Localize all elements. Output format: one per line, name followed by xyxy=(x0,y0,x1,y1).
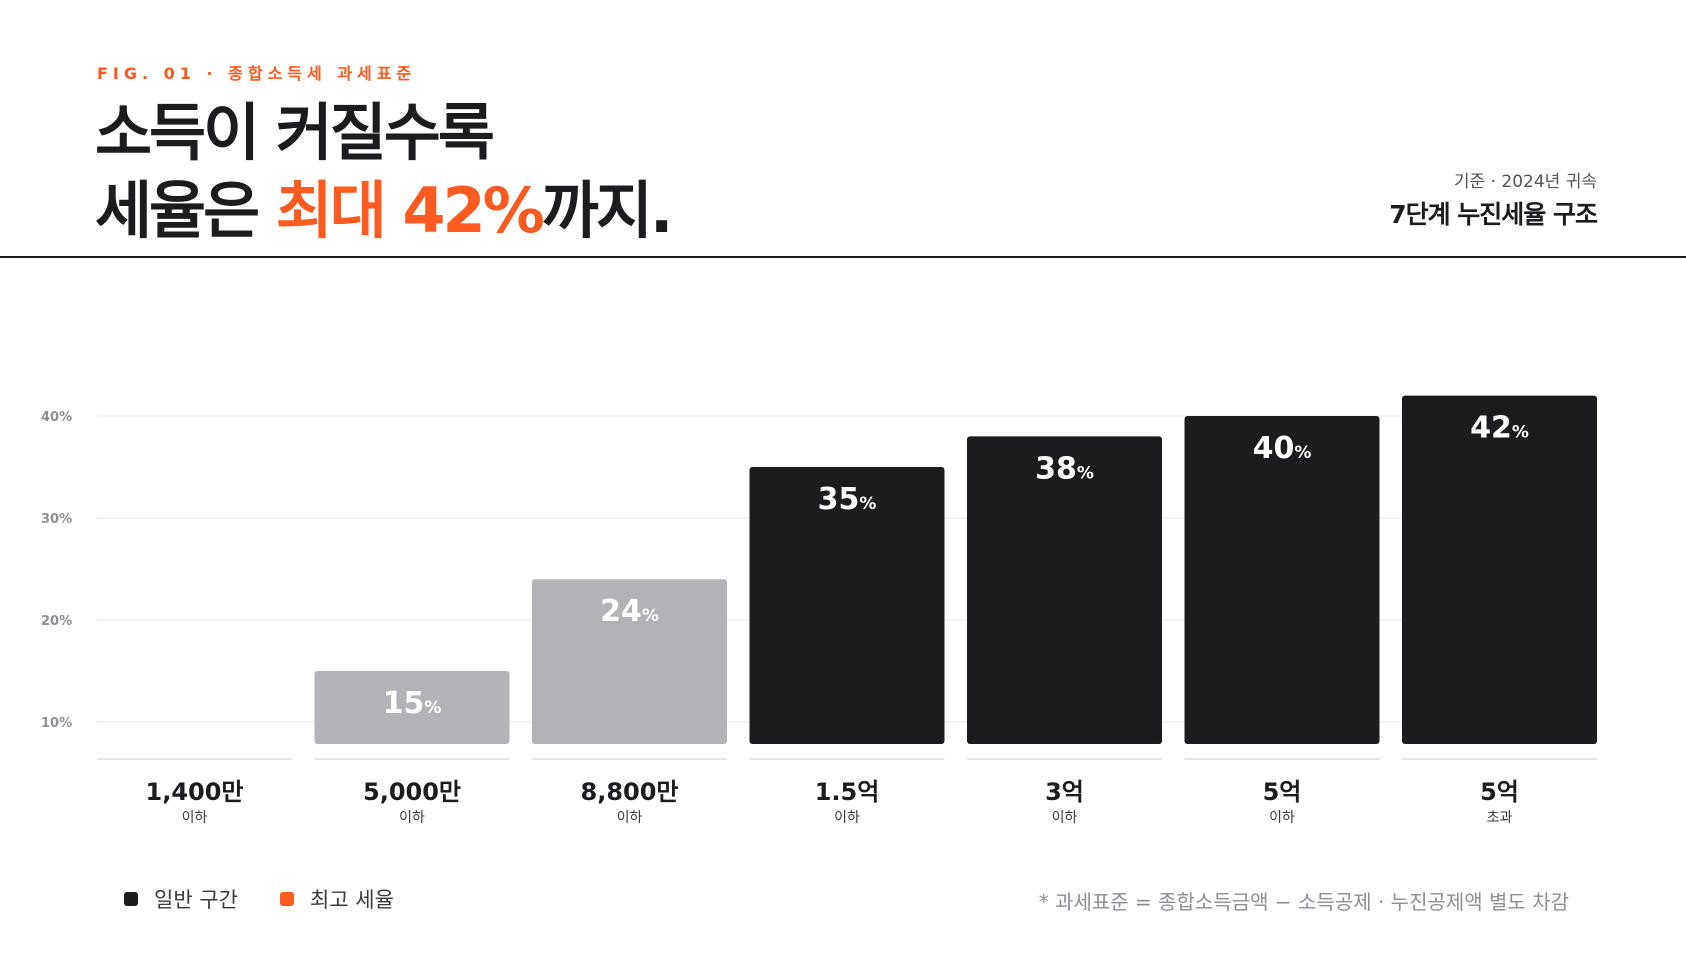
headline: 소득이 커질수록 세율은 최대 42%까지. xyxy=(95,94,674,250)
legend-label-general: 일반 구간 xyxy=(154,888,238,912)
x-tick-sublabel: 이하 xyxy=(1052,810,1078,826)
bar xyxy=(1184,416,1380,744)
x-tick-sublabel: 이하 xyxy=(834,810,860,826)
legend-label-top-rate: 최고 세율 xyxy=(309,888,394,912)
header-divider xyxy=(0,256,1686,258)
footnote: * 과세표준 = 종합소득금액 − 소득공제 · 누진공제액 별도 차감 xyxy=(1038,890,1569,914)
x-tick-label: 5억 xyxy=(1263,778,1302,806)
legend-swatch-general xyxy=(124,892,138,906)
bar-value-label: 42% xyxy=(1470,411,1529,446)
legend: 일반 구간 최고 세율 xyxy=(124,884,394,914)
figure-eyebrow: FIG. 01 · 종합소득세 과세표준 xyxy=(97,64,417,83)
x-tick-sublabel: 이하 xyxy=(399,810,425,826)
y-tick-label: 10% xyxy=(41,716,72,731)
headline-accent: 최대 42% xyxy=(275,174,545,247)
x-tick-sublabel: 이하 xyxy=(182,810,208,826)
x-tick-label: 5억 xyxy=(1480,778,1519,806)
x-tick-sublabel: 초과 xyxy=(1487,810,1513,826)
bar xyxy=(314,671,510,744)
bar-value-label: 6% xyxy=(176,778,214,813)
bar xyxy=(967,436,1162,744)
y-tick-label: 20% xyxy=(41,614,72,629)
x-tick-label: 1.5억 xyxy=(815,778,880,806)
legend-item-general: 일반 구간 xyxy=(124,884,238,914)
meta-title: 7단계 누진세율 구조 xyxy=(1389,200,1598,229)
y-tick-label: 30% xyxy=(41,512,72,527)
x-tick-sublabel: 이하 xyxy=(617,810,643,826)
y-tick-label: 40% xyxy=(41,410,72,425)
headline-line-2-pre: 세율은 xyxy=(95,174,276,247)
bar xyxy=(532,579,727,744)
bar-value-label: 15% xyxy=(383,686,442,721)
headline-line-2-post: 까지. xyxy=(541,174,674,247)
x-tick-label: 5,000만 xyxy=(363,778,461,806)
x-tick-label: 8,800만 xyxy=(581,778,679,806)
x-tick-sublabel: 이하 xyxy=(1269,810,1295,826)
bar xyxy=(749,467,945,744)
bar-value-label: 38% xyxy=(1035,451,1094,486)
x-tick-label: 1,400만 xyxy=(146,778,244,806)
x-tick-label: 3억 xyxy=(1045,778,1084,806)
headline-line-1: 소득이 커질수록 xyxy=(95,96,495,169)
legend-swatch-top-rate xyxy=(279,892,294,906)
bar-value-label: 35% xyxy=(818,482,877,517)
bar-value-label: 40% xyxy=(1253,431,1312,466)
meta-subtitle: 기준 · 2024년 귀속 xyxy=(1453,172,1597,192)
bar xyxy=(1402,395,1597,744)
bar-value-label: 24% xyxy=(600,594,659,629)
legend-item-top-rate: 최고 세율 xyxy=(279,884,394,914)
